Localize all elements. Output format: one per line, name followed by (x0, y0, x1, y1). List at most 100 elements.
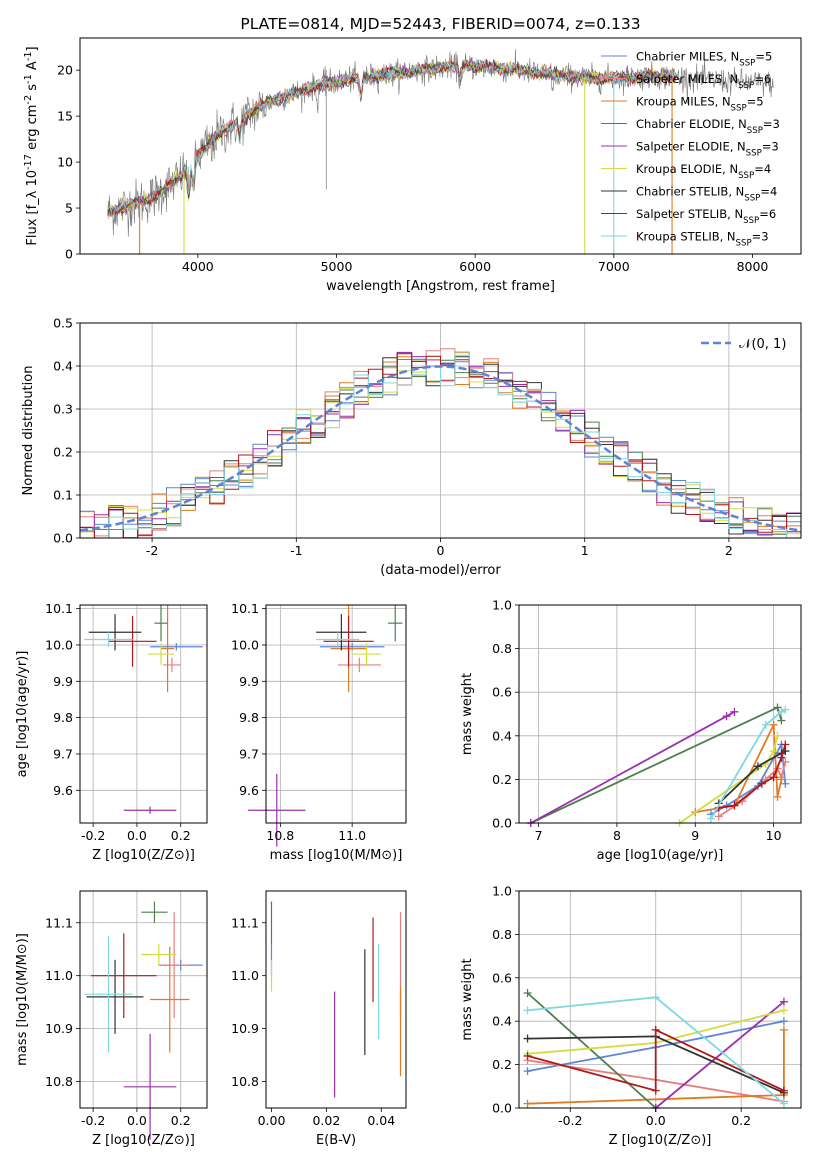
weight-marker (523, 1051, 532, 1060)
chart-mass-vs-ebv: 0.00 0.02 0.04 10.8 10.9 11.0 11.1 E(B-V) (231, 890, 407, 1148)
x-tick-label: 8000 (737, 259, 769, 274)
weight-marker (773, 731, 782, 740)
weight-marker (714, 812, 723, 821)
y-axis-label: mass [log10(M/M⊙)] (15, 933, 30, 1066)
x-axis-label: Z [log10(Z/Z⊙)] (92, 1133, 195, 1148)
axes-frame (265, 604, 407, 824)
legend-label: Salpeter MILES, NSSP=6 (636, 72, 771, 91)
chart-age-vs-Z: -0.2 0.0 0.2 9.6 9.7 9.8 9.9 10.0 10.1 Z [log10(Z… (15, 601, 208, 863)
y-tick-label: 10.1 (45, 601, 73, 616)
y-tick-label: 0.6 (492, 685, 512, 700)
weight-marker (779, 1025, 788, 1034)
weight-marker (779, 1017, 788, 1026)
y-tick-label: 9.6 (239, 783, 259, 798)
y-tick-label: 5 (65, 201, 73, 216)
weight-marker (523, 1034, 532, 1043)
chart-residuals: -2 -1 0 1 2 0.0 0.1 0.2 0.3 0.4 0.5 (data-model)/er… (21, 316, 802, 578)
weight-marker (706, 814, 715, 823)
y-tick-label: 10.9 (45, 1021, 73, 1036)
y-tick-label: 0.4 (53, 359, 73, 374)
legend-label: Salpeter STELIB, NSSP=6 (636, 207, 776, 226)
y-tick-label: 10 (57, 155, 73, 170)
weight-line (526, 992, 657, 1109)
legend-label: Kroupa STELIB, NSSP=3 (636, 230, 769, 249)
x-tick-label: 4000 (182, 259, 214, 274)
y-tick-label: 0.0 (492, 816, 512, 831)
weight-marker (779, 1099, 788, 1108)
plot-area-mass-weight-vs-Z (523, 988, 788, 1112)
y-axis-label: Normed distribution (21, 366, 36, 496)
weight-marker (651, 993, 660, 1002)
x-tick-label: -0.2 (81, 1113, 105, 1128)
weight-marker (769, 747, 778, 756)
axes-frame (79, 890, 208, 1109)
weight-marker (779, 1086, 788, 1095)
y-tick-label: 1.0 (492, 884, 512, 899)
x-tick-label: 0.2 (171, 1113, 191, 1128)
weight-marker (781, 740, 790, 749)
legend-label: Kroupa ELODIE, NSSP=4 (636, 162, 771, 181)
plot-area-spectrum (107, 48, 774, 254)
weight-marker (779, 1006, 788, 1015)
y-tick-label: 10.1 (231, 601, 259, 616)
y-tick-label: 0.0 (53, 531, 73, 546)
y-tick-label: 10.0 (231, 637, 259, 652)
y-tick-label: 1.0 (492, 598, 512, 613)
weight-marker (757, 779, 766, 788)
weight-marker (781, 705, 790, 714)
x-tick-label: 11.0 (338, 828, 366, 843)
weight-marker (722, 712, 731, 721)
weight-marker (523, 1067, 532, 1076)
x-tick-label: 0.0 (127, 1113, 147, 1128)
model-spectrum-line (107, 59, 677, 214)
axes-frame (79, 37, 802, 255)
weight-marker (753, 762, 762, 771)
x-tick-label: 7000 (598, 259, 630, 274)
weight-marker (773, 703, 782, 712)
x-tick-label: 5000 (321, 259, 353, 274)
plot-area-residuals (80, 348, 801, 538)
y-tick-label: 9.7 (239, 746, 259, 761)
x-tick-label: -0.2 (558, 1113, 582, 1128)
weight-marker (777, 716, 786, 725)
x-tick-label: 0.04 (367, 1113, 395, 1128)
weight-line (679, 735, 779, 824)
weight-marker (769, 720, 778, 729)
weight-marker (730, 707, 739, 716)
y-tick-label: 0.5 (53, 316, 73, 331)
x-axis-label: mass [log10(M/M⊙)] (270, 848, 403, 863)
weight-marker (730, 801, 739, 810)
chart-age-vs-mass: 10.8 11.0 9.6 9.7 9.8 9.9 10.0 10.1 mass [log10(… (231, 601, 407, 863)
y-tick-label: 0.8 (492, 927, 512, 942)
weight-line (527, 1028, 785, 1092)
y-tick-label: 20 (57, 63, 73, 78)
x-tick-label: 2 (725, 543, 733, 558)
model-spectrum-line (107, 59, 677, 220)
x-tick-label: 10.8 (266, 828, 294, 843)
plot-area-mass-weight-vs-age (526, 703, 790, 827)
chart-mass-weight-vs-age: 7 8 9 10 0.0 0.2 0.4 0.6 0.8 1.0 age [log10(age/yr… (460, 598, 802, 863)
y-tick-label: 0.2 (492, 772, 512, 787)
y-tick-label: 10.0 (45, 637, 73, 652)
weight-marker (777, 753, 786, 762)
model-spectrum-line (107, 61, 677, 218)
weight-marker (773, 792, 782, 801)
weight-marker (781, 757, 790, 766)
axes-frame (265, 890, 407, 1109)
x-tick-label: 10 (766, 828, 782, 843)
x-tick-label: 0.00 (258, 1113, 286, 1128)
y-tick-label: 11.0 (45, 968, 73, 983)
y-tick-label: 0 (65, 247, 73, 262)
legend-label: Chabrier STELIB, NSSP=4 (636, 185, 777, 204)
x-tick-label: 8 (613, 828, 621, 843)
legend-label: Kroupa MILES, NSSP=5 (636, 95, 764, 114)
axes-frame (518, 890, 802, 1109)
legend-label: Salpeter ELODIE, NSSP=3 (636, 140, 779, 159)
x-tick-label: 6000 (459, 259, 491, 274)
x-axis-label: E(B-V) (316, 1133, 356, 1148)
y-tick-label: 0.6 (492, 970, 512, 985)
weight-marker (761, 720, 770, 729)
axes-frame (79, 604, 208, 824)
y-tick-label: 0.2 (492, 1057, 512, 1072)
